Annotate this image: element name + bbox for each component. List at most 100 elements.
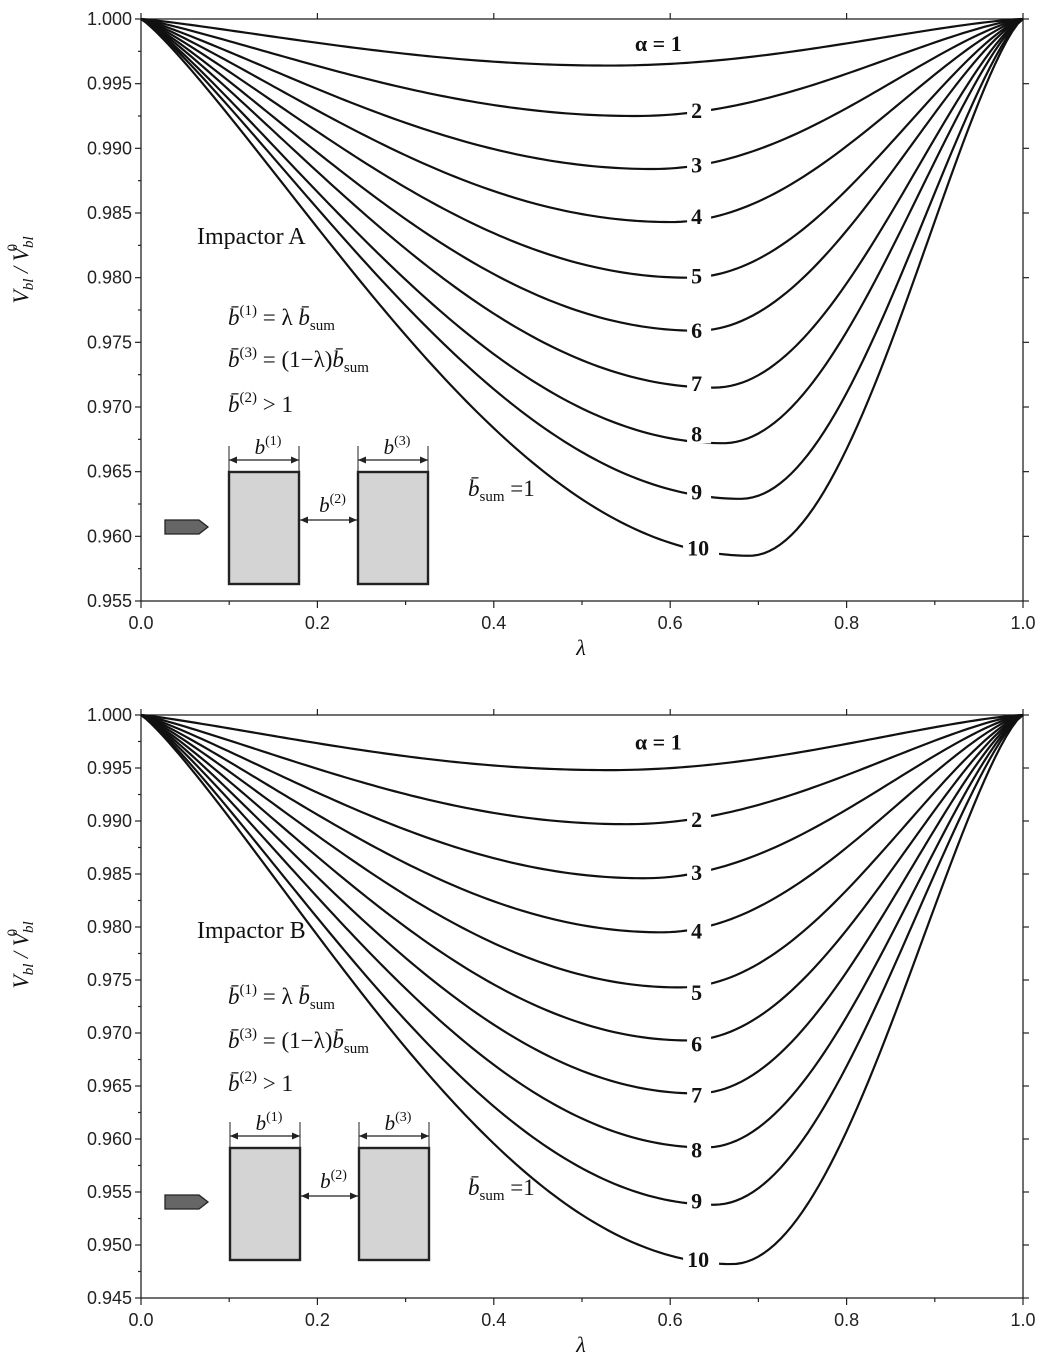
formula-b3: b̄(3) = (1−λ)b̄sum xyxy=(228,345,369,376)
series-line-alpha-10 xyxy=(140,714,1024,1266)
y-tick-label: 0.945 xyxy=(87,1288,132,1308)
series-line-alpha-6 xyxy=(140,17,1024,332)
dim-b1-head-right xyxy=(291,456,299,464)
dim-b3-head-left xyxy=(359,1132,367,1140)
y-tick-label: 1.000 xyxy=(87,705,132,725)
series-line-alpha-3 xyxy=(140,713,1024,880)
projectile-icon xyxy=(164,519,210,535)
series-label-alpha-6: 6 xyxy=(691,1032,702,1057)
series-label-alpha-3: 3 xyxy=(691,860,702,885)
y-tick-label: 0.995 xyxy=(87,758,132,778)
y-tick-label: 0.990 xyxy=(87,811,132,831)
label-gap xyxy=(683,533,720,558)
x-tick-label: 0.6 xyxy=(658,1310,683,1330)
dim-b3-head-left xyxy=(358,456,366,464)
x-tick-label: 0.2 xyxy=(305,1310,330,1330)
chart-panel-a: 0.955 0.960 0.965 0.970 0.975 0.980 0.985 0.990… xyxy=(5,9,1036,660)
x-axis-title: λ xyxy=(575,1332,586,1357)
x-tick-label: 0.8 xyxy=(834,1310,859,1330)
label-b3: b(3) xyxy=(384,434,411,459)
series-label-alpha-9: 9 xyxy=(691,1189,702,1214)
y-tick-label: 0.985 xyxy=(87,864,132,884)
x-tick-label: 0.8 xyxy=(834,613,859,633)
y-tick-label: 0.955 xyxy=(87,591,132,611)
series-line-alpha-4 xyxy=(140,17,1024,224)
series-label-alpha-7: 7 xyxy=(691,1083,702,1108)
series-label-alpha-4: 4 xyxy=(691,204,702,229)
series-line-alpha-9 xyxy=(140,18,1024,500)
series-line-alpha-10 xyxy=(140,18,1024,557)
series-line-alpha-3 xyxy=(140,17,1024,171)
formula-b2: b̄(2) > 1 xyxy=(228,1069,293,1096)
series-label-alpha-10: 10 xyxy=(687,1247,709,1272)
plate-3 xyxy=(356,470,430,586)
dim-b2-head-right xyxy=(349,516,357,524)
label-gap xyxy=(687,1135,712,1160)
dim-b2-head-right xyxy=(350,1192,358,1200)
projectile-icon xyxy=(164,1194,210,1210)
y-tick-label: 1.000 xyxy=(87,9,132,29)
chart-panel-b: 0.945 0.950 0.955 0.960 0.965 0.970 0.975 0.980… xyxy=(5,705,1036,1357)
x-tick-label: 0.6 xyxy=(658,613,683,633)
label-b2: b(2) xyxy=(320,1168,347,1193)
series-line-alpha-1 xyxy=(140,17,1024,67)
series-label-alpha-2: 2 xyxy=(691,98,702,123)
series-line-alpha-5 xyxy=(140,17,1024,279)
plate-3 xyxy=(357,1146,431,1262)
label-gap xyxy=(687,1080,712,1105)
label-gap xyxy=(687,96,712,121)
series-label-alpha-8: 8 xyxy=(691,1138,702,1163)
y-tick-label: 0.985 xyxy=(87,203,132,223)
label-b3: b(3) xyxy=(385,1110,412,1135)
label-gap xyxy=(687,369,712,394)
formula-b1: b̄(1) = λ b̄sum xyxy=(228,982,335,1013)
x-tick-label: 1.0 xyxy=(1010,613,1035,633)
y-tick-label: 0.980 xyxy=(87,917,132,937)
y-tick-label: 0.960 xyxy=(87,1129,132,1149)
series-label-alpha-1: α = 1 xyxy=(635,31,682,56)
series-label-alpha-10: 10 xyxy=(687,535,709,560)
label-gap xyxy=(687,202,712,227)
x-tick-label: 0.4 xyxy=(481,613,506,633)
series-label-alpha-5: 5 xyxy=(691,980,702,1005)
x-tick-label: 0.4 xyxy=(481,1310,506,1330)
x-tick-label: 0.0 xyxy=(128,1310,153,1330)
label-b2: b(2) xyxy=(319,492,346,517)
series-line-alpha-6 xyxy=(140,713,1024,1042)
y-tick-label: 0.970 xyxy=(87,397,132,417)
b-sum-label: b̄sum =1 xyxy=(468,1175,535,1204)
label-gap xyxy=(687,477,712,502)
y-tick-label: 0.975 xyxy=(87,970,132,990)
y-tick-label: 0.955 xyxy=(87,1182,132,1202)
label-gap xyxy=(687,419,712,444)
impactor-label: Impactor A xyxy=(197,224,306,250)
series-label-alpha-6: 6 xyxy=(691,318,702,343)
y-tick-label: 0.970 xyxy=(87,1023,132,1043)
series-line-alpha-5 xyxy=(140,713,1024,989)
series-label-alpha-8: 8 xyxy=(691,421,702,446)
y-tick-label: 0.990 xyxy=(87,138,132,158)
x-tick-label: 1.0 xyxy=(1010,1310,1035,1330)
label-gap xyxy=(683,1244,720,1269)
series-line-alpha-7 xyxy=(140,714,1024,1095)
series-line-alpha-8 xyxy=(140,18,1024,445)
y-tick-label: 0.975 xyxy=(87,332,132,352)
dim-b3-head-right xyxy=(421,1132,429,1140)
plate-1 xyxy=(228,1146,302,1262)
label-gap xyxy=(687,805,712,829)
series-line-alpha-1 xyxy=(140,713,1024,772)
y-axis-title: Vbl / Vbl0 xyxy=(5,921,37,988)
y-tick-label: 0.980 xyxy=(87,268,132,288)
label-gap xyxy=(687,261,712,286)
dim-b1-head-left xyxy=(229,456,237,464)
series-label-alpha-9: 9 xyxy=(691,480,702,505)
label-gap xyxy=(687,1186,712,1211)
series-label-alpha-4: 4 xyxy=(691,918,702,943)
y-axis-title: Vbl / Vbl0 xyxy=(5,236,37,303)
dim-b1-head-left xyxy=(230,1132,238,1140)
series-line-alpha-4 xyxy=(140,713,1024,934)
y-tick-label: 0.995 xyxy=(87,74,132,94)
series-label-alpha-3: 3 xyxy=(691,152,702,177)
y-tick-label: 0.950 xyxy=(87,1235,132,1255)
